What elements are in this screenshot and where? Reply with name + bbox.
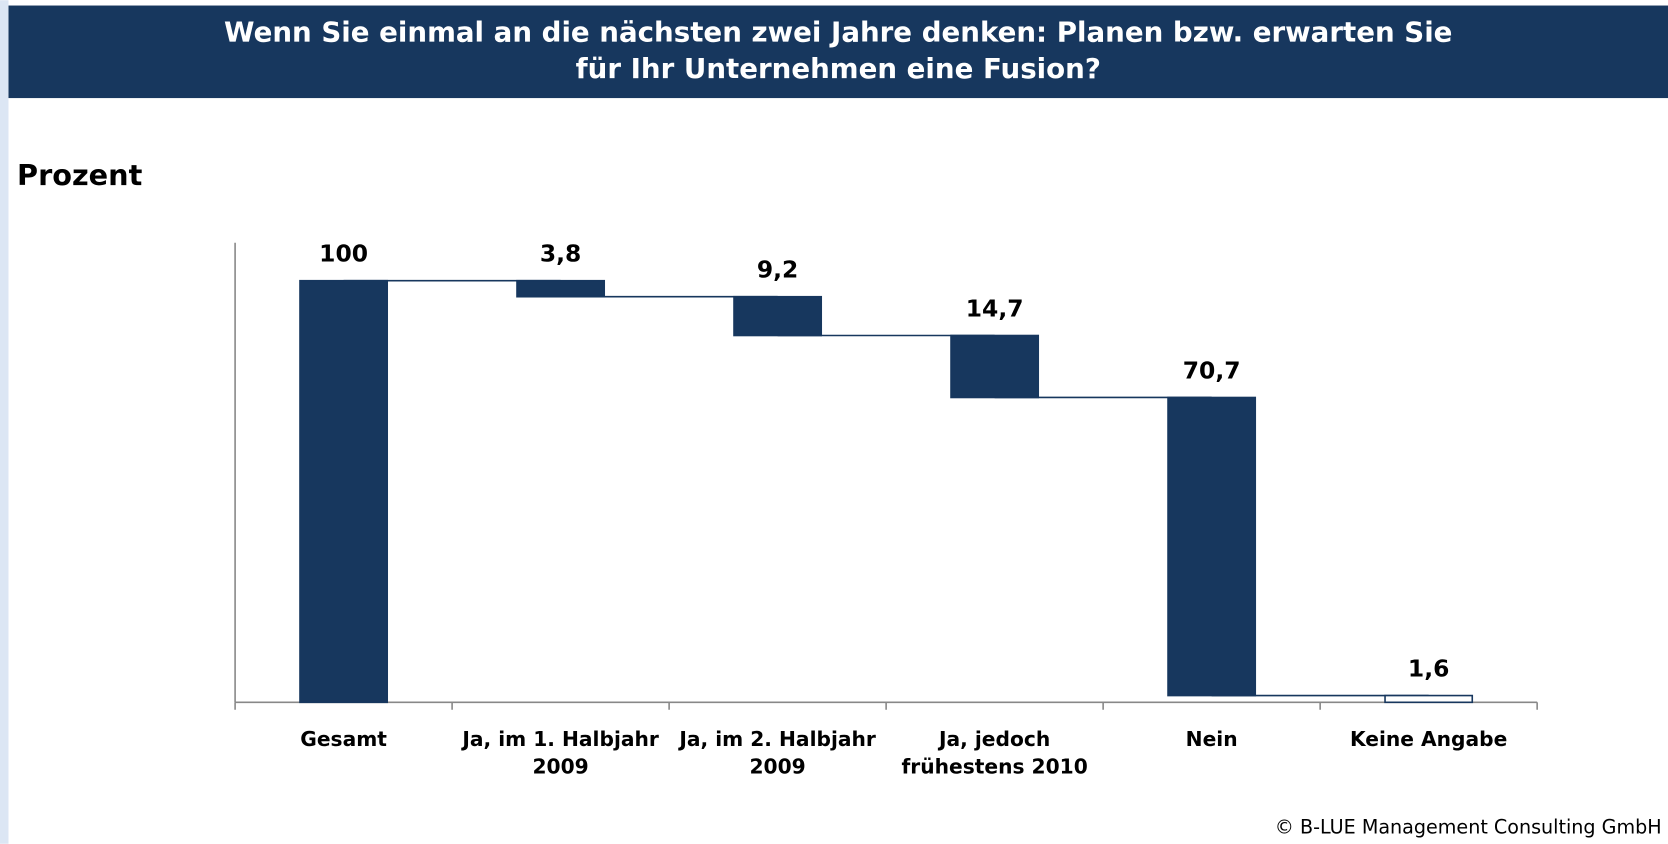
value-label: 1,6 <box>1408 655 1449 683</box>
value-label: 9,2 <box>757 256 798 284</box>
value-label: 70,7 <box>1183 356 1241 384</box>
bar <box>516 279 606 298</box>
x-label-box: Ja, im 2. Halbjahr 2009 <box>679 727 876 779</box>
header-band <box>8 5 1668 99</box>
title-box: Wenn Sie einmal an die nächsten zwei Jah… <box>224 17 1453 86</box>
x-tick-label: Gesamt <box>300 727 387 752</box>
value-label: 3,8 <box>540 240 581 268</box>
chart-title: Wenn Sie einmal an die nächsten zwei Jah… <box>224 17 1453 86</box>
x-label-box: Ja, jedoch frühestens 2010 <box>901 727 1088 779</box>
y-axis-label: Prozent <box>17 158 143 192</box>
x-label-box: Gesamt <box>300 727 387 752</box>
x-label-box: Keine Angabe <box>1349 727 1508 752</box>
x-label-box: Ja, im 1. Halbjahr 2009 <box>462 727 659 779</box>
bar <box>1384 694 1474 704</box>
x-tick-label: Ja, im 2. Halbjahr 2009 <box>679 727 876 779</box>
x-tick-label: Ja, im 1. Halbjahr 2009 <box>462 727 659 779</box>
x-tick-label: Ja, jedoch frühestens 2010 <box>901 727 1088 779</box>
x-tick-label: Nein <box>1185 727 1238 752</box>
source: © B-LUE Management Consulting GmbH <box>1275 815 1662 838</box>
bar <box>299 279 389 704</box>
bar <box>1167 396 1257 697</box>
bar <box>733 295 823 337</box>
bar <box>950 334 1040 399</box>
x-label-box: Nein <box>1185 727 1238 752</box>
left-strip <box>0 0 9 844</box>
value-label: 100 <box>319 240 368 268</box>
x-tick-label: Keine Angabe <box>1349 727 1508 752</box>
value-label: 14,7 <box>966 294 1024 322</box>
